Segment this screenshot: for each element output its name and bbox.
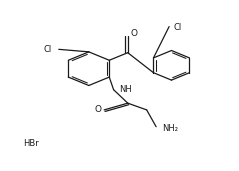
Text: O: O xyxy=(95,104,102,114)
Text: Cl: Cl xyxy=(44,45,52,54)
Text: Cl: Cl xyxy=(174,23,182,32)
Text: O: O xyxy=(130,29,137,38)
Text: NH₂: NH₂ xyxy=(162,124,178,133)
Text: NH: NH xyxy=(119,85,132,94)
Text: HBr: HBr xyxy=(23,139,38,148)
